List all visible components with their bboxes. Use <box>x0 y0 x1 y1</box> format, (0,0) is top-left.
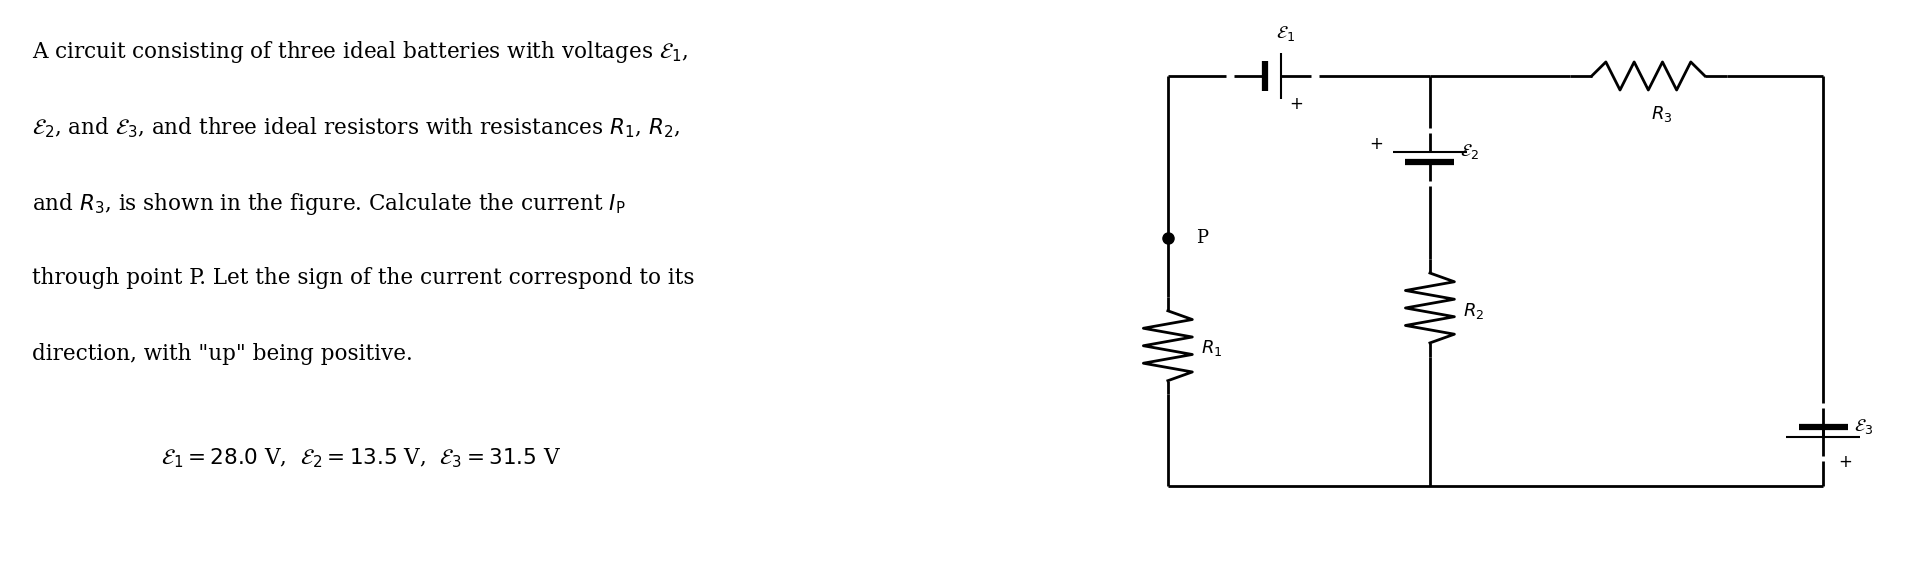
Text: $\mathcal{E}_1 = 28.0$ V,  $\mathcal{E}_2 = 13.5$ V,  $\mathcal{E}_3 = 31.5$ V: $\mathcal{E}_1 = 28.0$ V, $\mathcal{E}_2… <box>161 447 561 470</box>
Text: $R_3$: $R_3$ <box>1651 104 1672 124</box>
Text: $R_1$: $R_1$ <box>1202 338 1223 359</box>
Text: $\mathcal{E}_2$: $\mathcal{E}_2$ <box>1461 142 1480 161</box>
Text: $R_2$: $R_2$ <box>1463 301 1484 321</box>
Text: P: P <box>1196 229 1208 247</box>
Text: A circuit consisting of three ideal batteries with voltages $\mathcal{E}_1$,: A circuit consisting of three ideal batt… <box>33 39 687 65</box>
Text: through point P. Let the sign of the current correspond to its: through point P. Let the sign of the cur… <box>33 267 695 289</box>
Text: $+$: $+$ <box>1288 96 1304 112</box>
Text: $\mathcal{E}_1$: $\mathcal{E}_1$ <box>1277 24 1296 43</box>
Text: direction, with "up" being positive.: direction, with "up" being positive. <box>33 343 413 365</box>
Text: $+$: $+$ <box>1369 136 1382 153</box>
Text: $\mathcal{E}_3$: $\mathcal{E}_3$ <box>1853 417 1872 436</box>
Text: and $R_3$, is shown in the figure. Calculate the current $I_{\rm P}$: and $R_3$, is shown in the figure. Calcu… <box>33 191 626 217</box>
Text: $\mathcal{E}_2$, and $\mathcal{E}_3$, and three ideal resistors with resistances: $\mathcal{E}_2$, and $\mathcal{E}_3$, an… <box>33 115 680 140</box>
Text: $+$: $+$ <box>1837 454 1853 471</box>
